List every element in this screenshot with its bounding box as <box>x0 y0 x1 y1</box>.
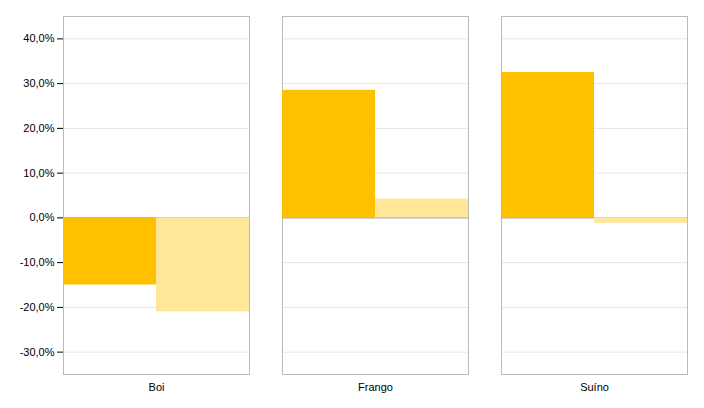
svg-text:40,0%: 40,0% <box>23 32 54 44</box>
svg-text:-20,0%: -20,0% <box>20 301 55 313</box>
svg-text:10,0%: 10,0% <box>23 167 54 179</box>
svg-text:Boi: Boi <box>149 381 165 393</box>
svg-text:Frango: Frango <box>358 381 393 393</box>
svg-text:20,0%: 20,0% <box>23 122 54 134</box>
svg-text:30,0%: 30,0% <box>23 77 54 89</box>
svg-text:0,0%: 0,0% <box>29 211 54 223</box>
svg-text:-30,0%: -30,0% <box>20 346 55 358</box>
svg-text:-10,0%: -10,0% <box>20 256 55 268</box>
svg-text:Suíno: Suíno <box>580 381 609 393</box>
